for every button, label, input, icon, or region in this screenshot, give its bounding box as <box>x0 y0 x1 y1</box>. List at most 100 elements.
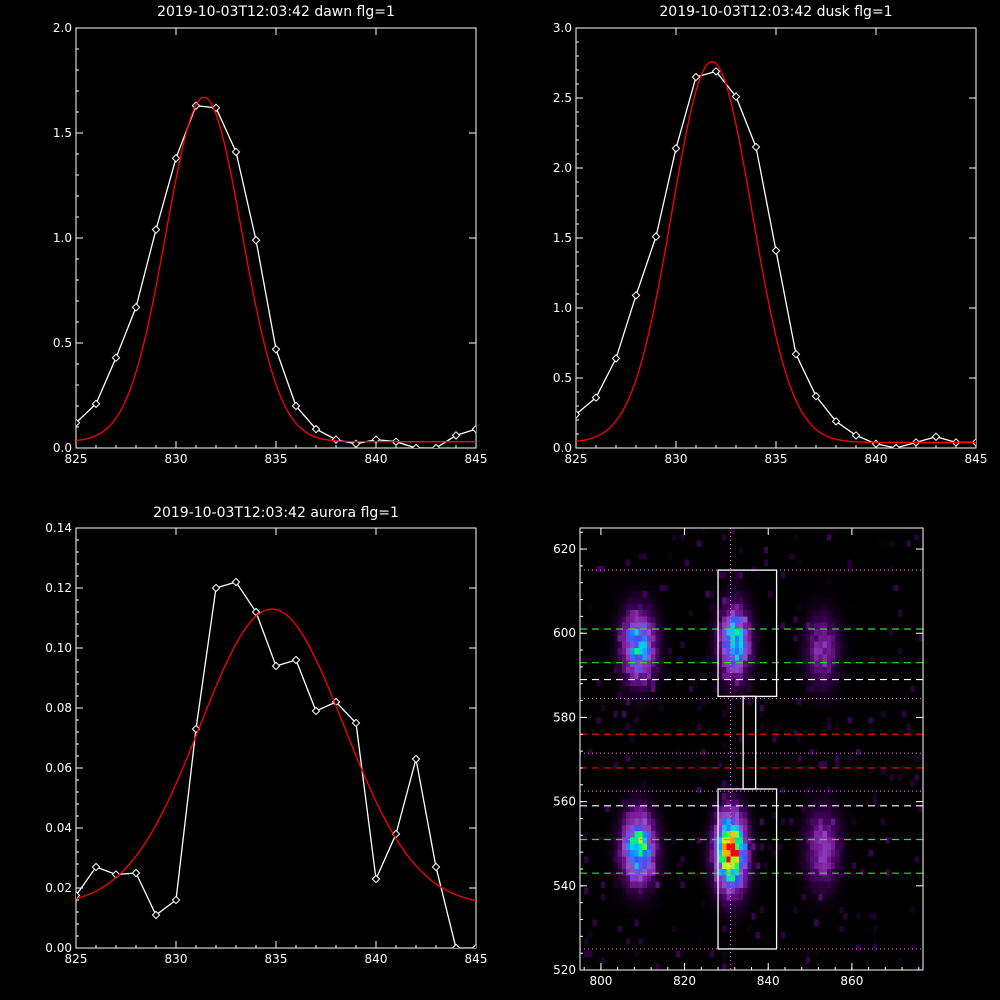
dawn-y-tick-label: 1.0 <box>53 231 72 245</box>
dusk-data-point <box>651 232 661 241</box>
dawn-x-tick-label: 840 <box>365 452 388 466</box>
dawn-data-point <box>231 147 241 157</box>
dawn-data-point <box>151 225 161 234</box>
dusk-y-tick-label: 0.5 <box>553 371 572 385</box>
aurora-data-point <box>431 862 441 872</box>
aurora-y-tick-label: 0.00 <box>45 941 72 955</box>
dawn-data-point <box>76 418 81 428</box>
image-y-tick-label: 620 <box>553 542 576 556</box>
image-y-tick-label: 600 <box>553 626 576 640</box>
dusk-y-tick-label: 1.5 <box>553 231 572 245</box>
dawn-data-point <box>331 435 341 444</box>
dusk-x-tick-label: 845 <box>965 452 988 466</box>
dusk-data-point <box>871 439 881 448</box>
aurora-x-tick-label: 825 <box>65 952 88 966</box>
dusk-data-point <box>711 67 721 76</box>
dusk-y-tick-label: 2.0 <box>553 161 572 175</box>
dusk-x-tick-label: 840 <box>865 452 888 466</box>
aurora-data-point <box>451 943 461 948</box>
dusk-line-chart: 2019-10-03T12:03:42 dusk flg=1 825 830 835… <box>553 4 988 466</box>
aurora-y-tick-label: 0.04 <box>45 821 72 835</box>
dawn-data-point <box>411 443 421 448</box>
spectral-image-heatmap: 800 820 840 860 520 540 560 580 600 620 <box>553 527 924 988</box>
dawn-chart-title: 2019-10-03T12:03:42 dawn flg=1 <box>157 4 395 20</box>
aurora-data-point <box>471 943 476 948</box>
dawn-data-point <box>171 153 181 163</box>
aurora-fit-curve <box>76 608 476 902</box>
dawn-x-tick-label: 835 <box>265 452 288 466</box>
dawn-data-point <box>251 235 261 245</box>
aurora-x-tick-label: 840 <box>365 952 388 966</box>
aurora-x-tick-label: 845 <box>465 952 488 966</box>
dawn-data-point <box>271 344 281 354</box>
dawn-data-point <box>451 431 461 440</box>
aurora-data-point <box>291 655 301 665</box>
aurora-data-point <box>151 910 161 920</box>
image-y-tick-label: 560 <box>553 795 576 809</box>
image-x-tick-label: 800 <box>589 974 612 988</box>
aurora-plot-frame <box>75 527 477 949</box>
dusk-x-tick-label: 830 <box>665 452 688 466</box>
aurora-data-point <box>211 583 221 593</box>
aurora-x-tick-label: 835 <box>265 952 288 966</box>
dusk-data-point <box>851 431 861 440</box>
dusk-y-tick-label: 1.0 <box>553 301 572 315</box>
dusk-data-point <box>751 142 761 152</box>
aurora-y-tick-label: 0.10 <box>45 641 72 655</box>
image-x-tick-label: 840 <box>757 974 780 988</box>
dusk-data-point <box>731 92 741 101</box>
dawn-data-point <box>311 424 321 434</box>
image-y-tick-label: 520 <box>553 963 576 977</box>
dusk-y-tick-label: 0.0 <box>553 441 572 455</box>
dawn-x-tick-label: 825 <box>65 452 88 466</box>
aurora-y-tick-label: 0.02 <box>45 881 72 895</box>
dusk-fit-curve <box>576 60 976 444</box>
dusk-data-point <box>811 391 821 401</box>
aurora-data-point <box>311 706 321 716</box>
dusk-data-point <box>931 432 941 442</box>
dusk-data-point <box>671 144 681 153</box>
dawn-data-point <box>111 353 121 363</box>
dusk-y-tick-label: 2.5 <box>553 91 572 105</box>
dawn-plot-area <box>76 96 476 448</box>
image-x-tick-label: 860 <box>840 974 863 988</box>
dawn-data-point <box>471 424 476 434</box>
aurora-y-tick-label: 0.12 <box>45 581 72 595</box>
aurora-line-chart: 2019-10-03T12:03:42 aurora flg=1 825 830 8… <box>45 505 487 966</box>
dusk-x-tick-label: 825 <box>565 452 588 466</box>
aurora-data-point <box>131 868 141 878</box>
dawn-data-point <box>131 302 141 312</box>
dusk-data-point <box>891 443 901 448</box>
dusk-x-tick-label: 835 <box>765 452 788 466</box>
dusk-data-line <box>576 70 976 448</box>
dusk-plot-frame <box>575 27 977 449</box>
image-heatmap-pixels <box>580 528 923 970</box>
dusk-data-point <box>611 354 621 363</box>
aurora-y-tick-label: 0.14 <box>45 521 72 535</box>
dusk-data-point <box>791 349 801 359</box>
aurora-plot-area <box>76 577 476 948</box>
dawn-x-tick-label: 830 <box>165 452 188 466</box>
dawn-data-line <box>76 105 476 448</box>
dawn-y-tick-label: 2.0 <box>53 21 72 35</box>
aurora-data-point <box>271 661 281 671</box>
aurora-data-point <box>371 874 381 884</box>
aurora-x-tick-label: 830 <box>165 952 188 966</box>
dusk-chart-title: 2019-10-03T12:03:42 dusk flg=1 <box>659 4 892 20</box>
dawn-data-point <box>91 399 101 409</box>
dusk-data-point <box>691 72 701 82</box>
dusk-data-point <box>771 246 781 255</box>
aurora-data-point <box>231 577 241 587</box>
dusk-plot-area <box>576 60 976 448</box>
image-y-tick-label: 580 <box>553 710 576 724</box>
aurora-data-point <box>351 718 361 728</box>
dawn-y-tick-label: 0.0 <box>53 441 72 455</box>
image-extraction-box <box>742 695 757 790</box>
aurora-y-tick-label: 0.06 <box>45 761 72 775</box>
dawn-y-tick-label: 1.5 <box>53 126 72 140</box>
aurora-chart-title: 2019-10-03T12:03:42 aurora flg=1 <box>153 505 399 521</box>
aurora-y-tick-label: 0.08 <box>45 701 72 715</box>
dawn-x-tick-label: 845 <box>465 452 488 466</box>
dawn-data-point <box>431 443 441 448</box>
